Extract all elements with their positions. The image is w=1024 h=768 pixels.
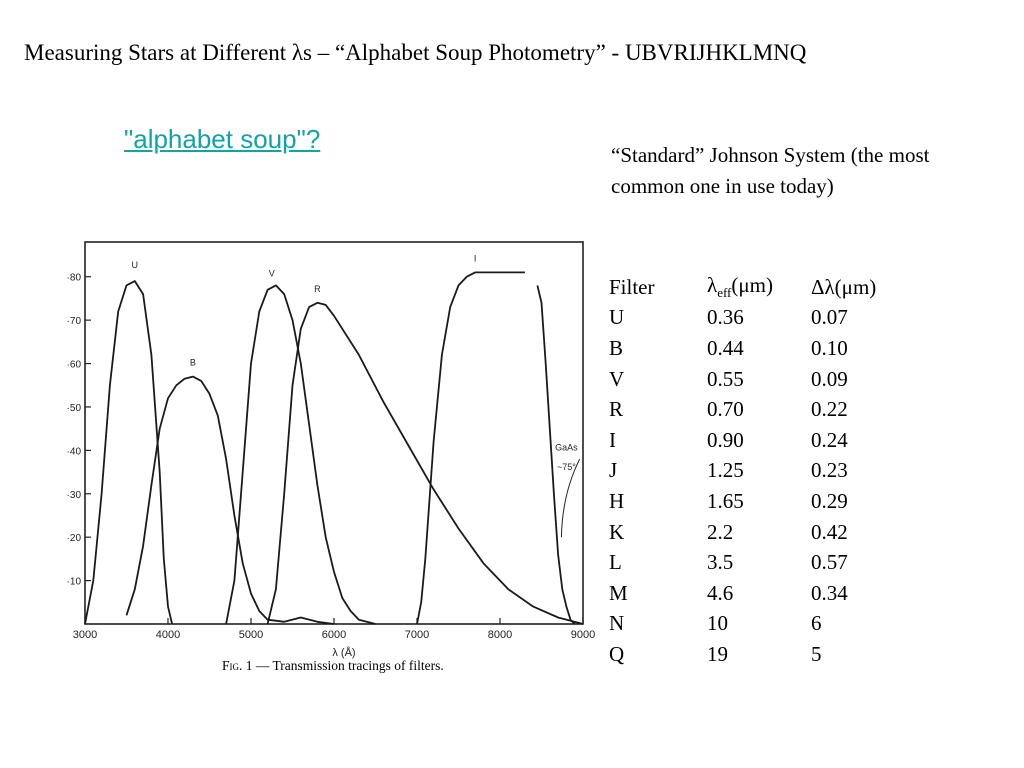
x-tick-label: 7000 [405, 629, 429, 641]
johnson-system-description: “Standard” Johnson System (the most comm… [611, 143, 930, 198]
filter-name: V [609, 366, 625, 391]
filter-table: Filter λeff(μm) Δλ(μm) U 0.36 0.07 B 0.44 0.1… [609, 272, 901, 670]
lambda-units: (μm) [731, 273, 773, 298]
delta-lambda-value: 0.29 [811, 488, 848, 513]
filter-row: M 4.6 0.34 [609, 578, 901, 609]
x-tick-label: 3000 [73, 629, 97, 641]
filter-name: K [609, 519, 625, 544]
lambda-eff-value: 1.65 [707, 488, 744, 513]
lambda-eff-value: 3.5 [707, 550, 734, 575]
x-tick-label: 4000 [156, 629, 180, 641]
x-tick-label: 5000 [239, 629, 263, 641]
figure-caption-text: — Transmission tracings of filters. [252, 658, 444, 673]
y-tick-label: ·50 [67, 403, 82, 414]
delta-lambda-value: 0.22 [811, 397, 848, 422]
delta-lambda-header: Δλ(μm) [811, 274, 877, 299]
filter-row: L 3.5 0.57 [609, 547, 901, 578]
gaas-pointer [560, 458, 581, 538]
gaas-annotation: GaAs [555, 442, 578, 452]
filter-row: Q 19 5 [609, 639, 901, 670]
transmission-curve-r [266, 301, 584, 625]
lambda-eff-header: λeff(μm) [707, 272, 811, 303]
gaas-angle-annotation: ~75° [557, 462, 576, 472]
y-tick-label: ·20 [67, 533, 82, 544]
filter-name: M [609, 580, 628, 605]
alphabet-soup-link[interactable]: "alphabet soup"? [124, 124, 321, 154]
transmission-figure: 3000 4000 5000 6000 7000 8000 9000 ·10 ·20 ·30 ·40… [50, 238, 600, 678]
transmission-curve-b [125, 375, 335, 625]
filter-row: J 1.25 0.23 [609, 456, 901, 487]
figure-caption: Fig. 1 — Transmission tracings of filter… [222, 658, 444, 674]
lambda-eff-value: 0.44 [707, 335, 744, 360]
delta-lambda-value: 5 [811, 641, 822, 666]
x-tick-label: 6000 [322, 629, 346, 641]
lambda-eff-value: 10 [707, 611, 728, 636]
slide-title: Measuring Stars at Different λs – “Alpha… [24, 40, 807, 65]
lambda-eff-value: 2.2 [707, 519, 734, 544]
curve-label-r: R [314, 284, 321, 294]
y-tick-label: ·30 [67, 490, 82, 501]
transmission-curve-i [416, 271, 525, 625]
curve-label-v: V [269, 269, 275, 279]
figure-caption-label: Fig. 1 [222, 658, 253, 673]
delta-lambda-value: 0.10 [811, 335, 848, 360]
filter-row: R 0.70 0.22 [609, 394, 901, 425]
lambda-eff-value: 19 [707, 641, 728, 666]
transmission-curve-v [225, 284, 376, 625]
y-tick-label: ·40 [67, 446, 82, 457]
filter-name: R [609, 397, 624, 422]
filter-name: H [609, 488, 625, 513]
filter-name: J [609, 458, 618, 483]
delta-lambda-value: 0.42 [811, 519, 848, 544]
filter-name: I [609, 427, 616, 452]
filter-row: N 10 6 [609, 609, 901, 640]
filter-row: K 2.2 0.42 [609, 517, 901, 548]
curve-label-u: U [132, 260, 139, 270]
y-tick-label: ·60 [67, 360, 82, 371]
x-tick-label: 9000 [571, 629, 595, 641]
lambda-eff-value: 0.70 [707, 397, 744, 422]
delta-lambda-value: 0.34 [811, 580, 848, 605]
lambda-eff-subscript: eff [717, 285, 732, 301]
lambda-eff-value: 1.25 [707, 458, 744, 483]
curve-label-i: I [474, 254, 477, 264]
filter-name: Q [609, 641, 625, 666]
lambda-symbol: λ [707, 273, 718, 298]
filter-header: Filter [609, 274, 655, 299]
transmission-chart: 3000 4000 5000 6000 7000 8000 9000 ·10 ·20 ·30 ·40… [67, 241, 595, 659]
x-axis-label: λ (Å) [332, 646, 355, 659]
filter-row: H 1.65 0.29 [609, 486, 901, 517]
delta-lambda-value: 0.23 [811, 458, 848, 483]
lambda-eff-value: 0.55 [707, 366, 744, 391]
filter-row: U 0.36 0.07 [609, 303, 901, 334]
filter-name: N [609, 611, 625, 636]
lambda-eff-value: 0.36 [707, 305, 744, 330]
filter-name: L [609, 550, 622, 575]
filter-table-header: Filter λeff(μm) Δλ(μm) [609, 272, 901, 303]
transmission-curve-gaas [536, 285, 576, 625]
filter-row: B 0.44 0.10 [609, 333, 901, 364]
filter-name: B [609, 335, 624, 360]
delta-lambda-value: 0.09 [811, 366, 848, 391]
filter-row: I 0.90 0.24 [609, 425, 901, 456]
y-tick-label: ·70 [67, 316, 82, 327]
y-tick-label: ·10 [67, 577, 82, 588]
filter-name: U [609, 305, 625, 330]
transmission-curve-u [84, 280, 173, 625]
delta-lambda-value: 0.07 [811, 305, 848, 330]
filter-row: V 0.55 0.09 [609, 364, 901, 395]
delta-lambda-value: 6 [811, 611, 822, 636]
x-tick-label: 8000 [488, 629, 512, 641]
delta-lambda-value: 0.57 [811, 550, 848, 575]
lambda-eff-value: 4.6 [707, 580, 734, 605]
lambda-eff-value: 0.90 [707, 427, 744, 452]
curve-label-b: B [190, 358, 196, 368]
delta-lambda-value: 0.24 [811, 427, 848, 452]
y-tick-label: ·80 [67, 273, 82, 284]
